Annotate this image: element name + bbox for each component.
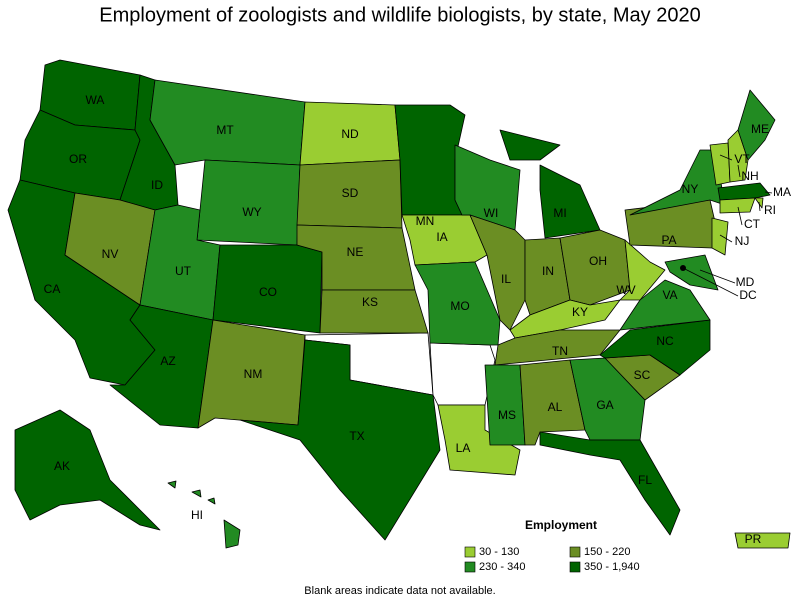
leader-line: [682, 267, 739, 297]
state-label: IA: [436, 230, 447, 244]
legend-swatch: [569, 546, 581, 558]
state-label: NH: [741, 169, 758, 183]
legend-swatch: [464, 546, 476, 558]
state: [14, 409, 161, 531]
state: [196, 159, 301, 246]
state-label: PR: [745, 532, 762, 546]
state: [319, 289, 429, 334]
state-label: AL: [548, 400, 563, 414]
state: [539, 164, 601, 239]
state: [727, 129, 749, 183]
state-label: IL: [501, 272, 511, 286]
state-label: KS: [362, 295, 378, 309]
state-label: MI: [553, 206, 566, 220]
state-label: ND: [341, 127, 359, 141]
state: [223, 519, 241, 549]
state-label: ME: [751, 122, 769, 136]
state-label: CO: [259, 285, 277, 299]
state-label: AZ: [160, 354, 175, 368]
state-label: TX: [349, 429, 364, 443]
state-label: VT: [734, 152, 750, 166]
state: [619, 279, 711, 331]
legend-label: 350 - 1,940: [584, 561, 640, 573]
state-label: CA: [44, 282, 61, 296]
state-label: HI: [191, 508, 203, 522]
leader-line: [737, 164, 741, 178]
state-label: NY: [682, 182, 699, 196]
leader-line: [719, 234, 733, 243]
state-label: PA: [661, 233, 676, 247]
state: [437, 404, 521, 476]
state-label: ID: [151, 178, 163, 192]
state-label: OR: [69, 152, 87, 166]
legend-swatch: [569, 561, 581, 573]
state-label: CT: [744, 217, 761, 231]
legend-label: 150 - 220: [584, 546, 630, 558]
state-label: NE: [347, 245, 364, 259]
state-label: MS: [498, 408, 516, 422]
state-label: NC: [656, 334, 674, 348]
state: [734, 532, 791, 549]
state-label: GA: [596, 398, 613, 412]
state-label: SD: [342, 186, 359, 200]
state: [619, 239, 666, 301]
state-label: NV: [102, 247, 119, 261]
state: [711, 217, 729, 256]
legend-title: Employment: [525, 518, 597, 532]
leader-line: [699, 269, 736, 284]
state: [207, 497, 216, 505]
leader-line: [719, 154, 733, 161]
map-title: Employment of zoologists and wildlife bi…: [99, 4, 700, 26]
note: Blank areas indicate data not available.: [304, 585, 495, 597]
state-label: VA: [662, 288, 677, 302]
state-label: FL: [638, 473, 652, 487]
state-label: MT: [216, 123, 234, 137]
states: [7, 59, 791, 549]
state-label: WY: [242, 205, 261, 219]
state-label: WV: [616, 283, 635, 297]
leader-line: [758, 201, 761, 212]
state: [599, 319, 711, 376]
state-label: OH: [589, 254, 607, 268]
state-label: KY: [572, 305, 588, 319]
state-label: NJ: [735, 234, 750, 248]
state: [719, 197, 756, 214]
state-label: SC: [634, 368, 651, 382]
state: [717, 182, 771, 201]
legend-label: 230 - 340: [479, 561, 525, 573]
state: [484, 364, 526, 446]
state-label: MO: [450, 299, 469, 313]
state-label: WA: [86, 93, 105, 107]
state-label: DC: [739, 288, 757, 302]
legend-label: 30 - 130: [479, 546, 519, 558]
state-label: TN: [552, 344, 568, 358]
state: [469, 214, 526, 331]
state-label: IN: [542, 264, 554, 278]
state: [191, 489, 202, 498]
leader-line: [737, 206, 743, 226]
state-label: MN: [416, 214, 435, 228]
state: [737, 89, 776, 161]
state-label: MD: [736, 275, 755, 289]
state-label: WI: [484, 206, 499, 220]
state: [499, 129, 561, 161]
state: [212, 244, 323, 334]
legend: 30 - 130 150 - 220 230 - 340 350 - 1,940: [464, 546, 640, 573]
state-label: RI: [764, 203, 776, 217]
legend-swatch: [464, 561, 476, 573]
state-label: AK: [54, 459, 70, 473]
state: [414, 261, 501, 346]
state: [539, 431, 681, 536]
state: [239, 339, 441, 541]
state-label: NM: [244, 367, 263, 381]
state-label: MA: [773, 185, 791, 199]
state-label: UT: [175, 264, 192, 278]
state: [167, 480, 177, 489]
leader-line: [764, 191, 773, 194]
state-label: LA: [456, 441, 471, 455]
state: [394, 104, 466, 216]
